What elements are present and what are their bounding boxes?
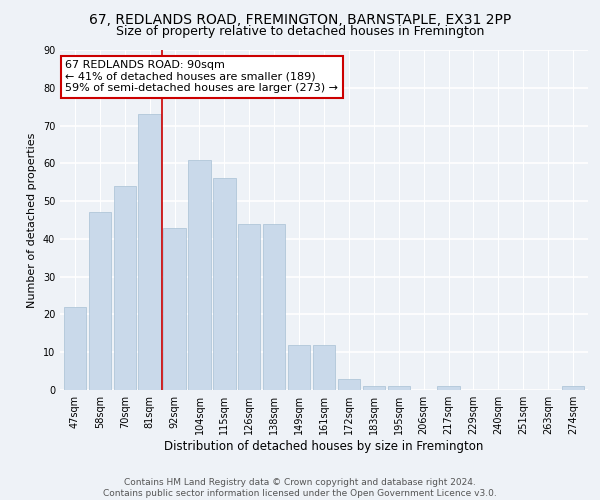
Bar xyxy=(437,386,460,390)
Y-axis label: Number of detached properties: Number of detached properties xyxy=(27,132,37,308)
Bar xyxy=(338,378,360,390)
Bar xyxy=(89,212,111,390)
Bar xyxy=(113,186,136,390)
Bar xyxy=(213,178,236,390)
Bar xyxy=(362,386,385,390)
Text: 67, REDLANDS ROAD, FREMINGTON, BARNSTAPLE, EX31 2PP: 67, REDLANDS ROAD, FREMINGTON, BARNSTAPL… xyxy=(89,12,511,26)
Bar xyxy=(288,344,310,390)
Bar xyxy=(313,344,335,390)
Bar xyxy=(562,386,584,390)
Bar xyxy=(139,114,161,390)
Text: 67 REDLANDS ROAD: 90sqm
← 41% of detached houses are smaller (189)
59% of semi-d: 67 REDLANDS ROAD: 90sqm ← 41% of detache… xyxy=(65,60,338,94)
Bar xyxy=(263,224,286,390)
Bar xyxy=(238,224,260,390)
Bar xyxy=(64,307,86,390)
Bar xyxy=(163,228,186,390)
X-axis label: Distribution of detached houses by size in Fremington: Distribution of detached houses by size … xyxy=(164,440,484,453)
Text: Size of property relative to detached houses in Fremington: Size of property relative to detached ho… xyxy=(116,25,484,38)
Bar xyxy=(388,386,410,390)
Text: Contains HM Land Registry data © Crown copyright and database right 2024.
Contai: Contains HM Land Registry data © Crown c… xyxy=(103,478,497,498)
Bar xyxy=(188,160,211,390)
